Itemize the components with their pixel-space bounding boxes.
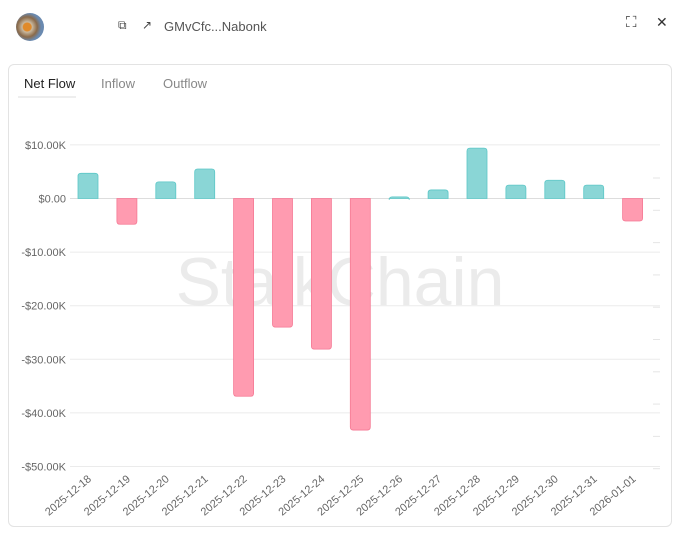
bar-2025-12-31 xyxy=(583,184,605,199)
bar-2025-12-20 xyxy=(155,181,177,199)
tab-inflow[interactable]: Inflow xyxy=(101,76,135,91)
bar-2025-12-26 xyxy=(388,196,410,200)
bar-2025-12-30 xyxy=(544,179,566,199)
bar-2025-12-23 xyxy=(272,198,293,328)
bar-2025-12-24 xyxy=(311,198,332,350)
tab-active-indicator xyxy=(18,96,76,98)
bar-2026-01-01 xyxy=(622,198,643,222)
external-link-icon[interactable]: ↗ xyxy=(142,18,153,32)
expand-icon[interactable]: ⛶ xyxy=(626,14,637,31)
bar-2025-12-25 xyxy=(349,198,371,431)
avatar xyxy=(16,13,44,41)
close-icon[interactable]: ✕ xyxy=(656,14,668,30)
tab-net-flow[interactable]: Net Flow xyxy=(24,76,76,91)
bar-2025-12-21 xyxy=(194,168,216,199)
chart-card xyxy=(8,64,672,527)
tab-outflow[interactable]: Outflow xyxy=(163,76,208,91)
bar-2025-12-18 xyxy=(77,172,99,199)
y-tick-label: -$50.00K xyxy=(21,462,66,474)
y-tick-label: -$40.00K xyxy=(21,408,66,420)
y-tick-label: -$10.00K xyxy=(21,247,66,259)
wallet-address[interactable]: GMvCfc...Nabonk xyxy=(164,19,267,34)
y-tick-label: -$20.00K xyxy=(21,301,66,313)
y-tick-label: -$30.00K xyxy=(21,354,66,366)
bar-2025-12-29 xyxy=(505,184,527,199)
bar-2025-12-28 xyxy=(466,147,488,199)
bar-2025-12-22 xyxy=(233,198,254,397)
copy-icon[interactable]: ⧉ xyxy=(118,18,127,32)
watermark: StalkChain xyxy=(176,244,505,320)
y-tick-label: $10.00K xyxy=(25,140,67,152)
y-tick-label: $0.00 xyxy=(38,194,66,206)
bar-2025-12-27 xyxy=(427,189,449,199)
bar-2025-12-19 xyxy=(116,198,138,225)
